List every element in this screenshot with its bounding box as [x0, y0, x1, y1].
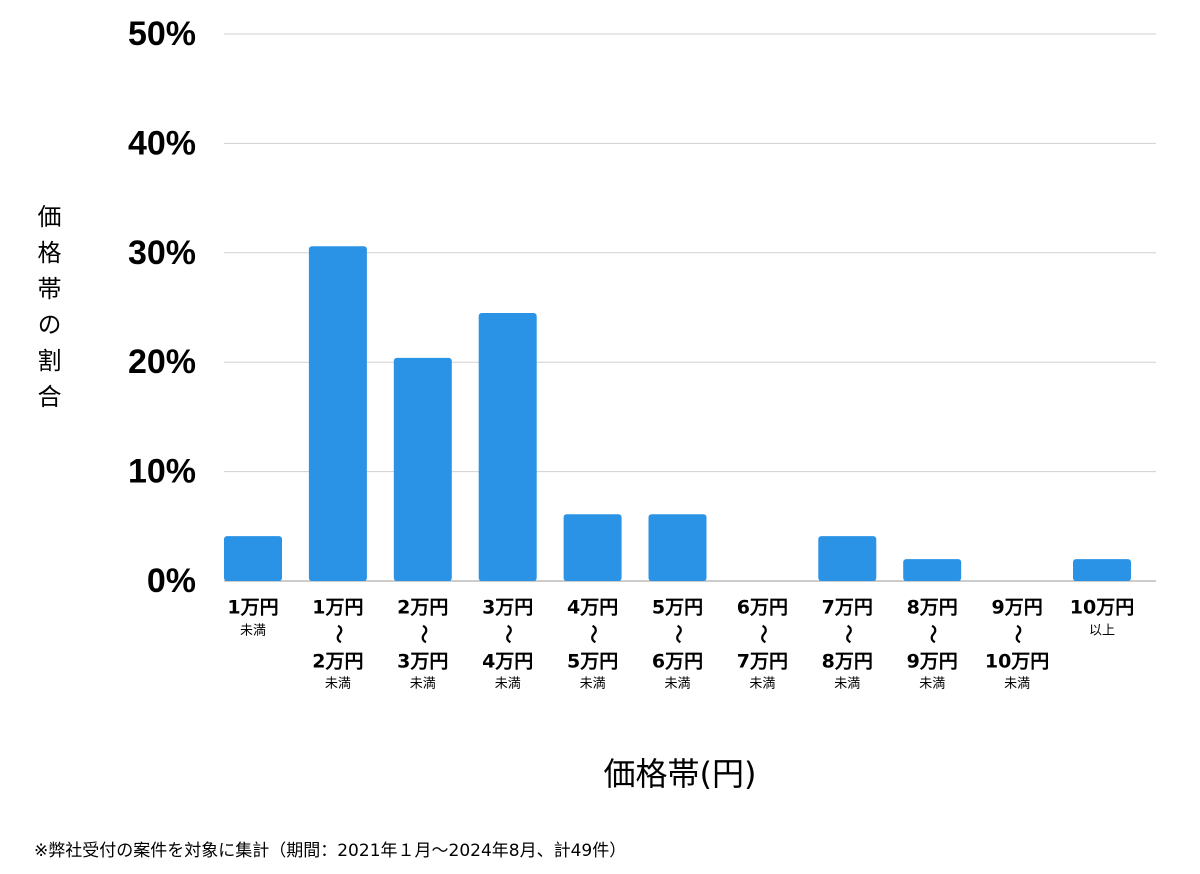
x-tick-label: 〜 — [582, 624, 604, 643]
x-tick-label: 〜 — [412, 624, 434, 643]
bar — [563, 514, 622, 581]
x-tick-label: 8万円 — [907, 597, 958, 619]
x-tick-label: 未満 — [325, 677, 351, 692]
x-tick-label: 〜 — [327, 624, 349, 643]
bar — [1073, 559, 1131, 581]
x-tick-label: 6万円 — [652, 651, 703, 673]
x-tick-label: 10万円 — [1070, 597, 1134, 619]
footnote: ※弊社受付の案件を対象に集計（期間：2021年１月〜2024年8月、計49件） — [34, 841, 626, 861]
bar — [308, 246, 367, 581]
x-tick-label: 〜 — [922, 624, 944, 643]
y-tick-label: 30% — [128, 234, 196, 272]
x-tick-label: 未満 — [1004, 677, 1030, 692]
x-tick-label: 1万円 — [312, 597, 363, 619]
bar — [648, 514, 707, 581]
y-tick-label: 50% — [128, 15, 196, 53]
x-tick-label: 未満 — [410, 677, 436, 692]
x-tick-label: 3万円 — [397, 651, 448, 673]
x-tick-label: 未満 — [919, 677, 945, 692]
y-axis-label: 価格帯の割合 — [33, 204, 61, 420]
x-tick-label: 未満 — [580, 677, 606, 692]
x-tick-label: 4万円 — [567, 597, 618, 619]
x-tick-label: 7万円 — [737, 651, 788, 673]
bar — [478, 312, 537, 581]
x-tick-label: 3万円 — [482, 597, 533, 619]
bar — [393, 357, 452, 581]
x-tick-label: 6万円 — [737, 597, 788, 619]
x-tick-label: 以上 — [1089, 624, 1115, 639]
x-tick-label: 〜 — [667, 624, 689, 643]
x-tick-label: 1万円 — [227, 597, 278, 619]
x-tick-label: 〜 — [1007, 624, 1029, 643]
x-tick-label: 〜 — [837, 624, 859, 643]
x-tick-label: 〜 — [497, 624, 519, 643]
x-tick-label: 2万円 — [312, 651, 363, 673]
x-tick-label: 8万円 — [822, 651, 873, 673]
x-tick-label: 未満 — [664, 677, 690, 692]
x-tick-label: 未満 — [240, 624, 266, 639]
x-tick-label: 7万円 — [822, 597, 873, 619]
x-tick-label: 未満 — [749, 677, 775, 692]
x-tick-label: 9万円 — [907, 651, 958, 673]
x-tick-label: 未満 — [834, 677, 860, 692]
y-tick-label: 40% — [128, 124, 196, 162]
x-axis-label: 価格帯(円) — [604, 755, 757, 793]
y-tick-label: 20% — [128, 343, 196, 381]
y-tick-label: 0% — [147, 562, 196, 600]
x-tick-label: 4万円 — [482, 651, 533, 673]
x-tick-label: 10万円 — [985, 651, 1049, 673]
bar — [903, 559, 962, 581]
x-tick-label: 〜 — [752, 624, 774, 643]
y-tick-label: 10% — [128, 453, 196, 491]
x-tick-label: 5万円 — [652, 597, 703, 619]
x-tick-label: 9万円 — [991, 597, 1042, 619]
x-tick-label: 2万円 — [397, 597, 448, 619]
bar — [818, 536, 877, 581]
bar — [224, 536, 282, 581]
x-tick-label: 未満 — [495, 677, 521, 692]
x-tick-label: 5万円 — [567, 651, 618, 673]
